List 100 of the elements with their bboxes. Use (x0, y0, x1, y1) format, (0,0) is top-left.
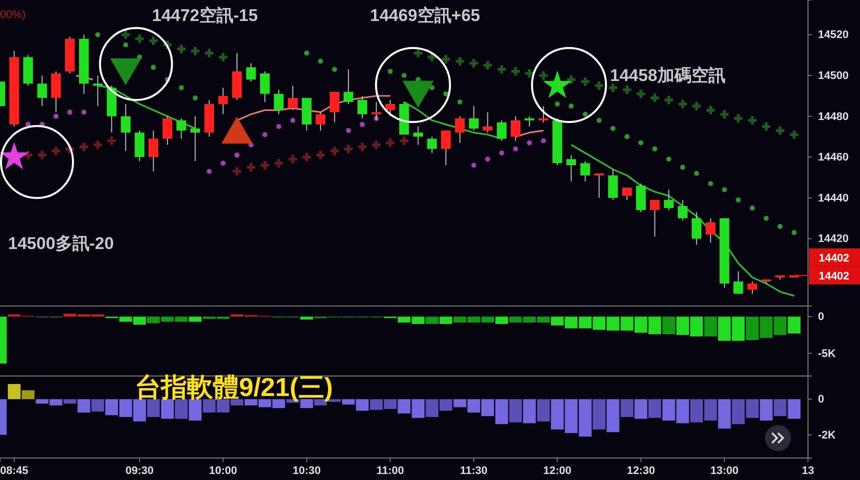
bar (718, 399, 731, 429)
point (358, 142, 367, 152)
point (121, 30, 130, 39)
point (302, 152, 311, 162)
candlestick (162, 116, 172, 146)
point (582, 112, 588, 117)
annotation: 14500多訊-20 (8, 234, 114, 253)
point (344, 144, 353, 154)
annotation: 14472空訊-15 (152, 6, 258, 25)
y-tick-label: -2K (818, 429, 836, 442)
y-tick-label: 14460 (818, 152, 849, 164)
y-tick-label: 0 (818, 394, 824, 406)
candlestick (288, 85, 298, 111)
x-tick-label: 08:45 (0, 464, 28, 477)
bar (174, 399, 188, 419)
point (499, 150, 504, 156)
point (736, 197, 741, 202)
candlestick (566, 154, 576, 182)
point (566, 75, 576, 84)
point (149, 36, 158, 46)
point (414, 48, 422, 58)
point (456, 56, 464, 66)
point (316, 150, 325, 160)
point (776, 126, 784, 135)
bar (91, 399, 104, 412)
point (790, 130, 798, 139)
point (778, 224, 783, 229)
point (485, 156, 490, 162)
candlestick (190, 116, 200, 162)
point (402, 72, 407, 78)
point (720, 110, 729, 118)
point (622, 86, 632, 94)
candlestick (650, 199, 660, 238)
point (52, 146, 60, 156)
annotation: 00%) (0, 9, 26, 21)
point (650, 94, 659, 102)
point (694, 170, 700, 176)
point (80, 142, 88, 152)
point (346, 128, 351, 134)
point (610, 126, 616, 132)
x-tick-label: 12:00 (543, 464, 572, 477)
point (442, 54, 450, 64)
point (372, 140, 381, 150)
candlestick (747, 281, 758, 294)
y-tick-label: 0 (818, 311, 824, 324)
annotation: 14458加碼空訊 (610, 66, 726, 85)
bar (788, 399, 801, 419)
point (525, 69, 534, 78)
point (135, 34, 144, 44)
bar (774, 399, 786, 416)
bar (161, 399, 174, 419)
point (470, 58, 478, 68)
point (246, 163, 256, 172)
point (178, 85, 184, 90)
candlestick (678, 199, 688, 221)
y-tick-label: -5K (818, 348, 836, 360)
point (608, 83, 618, 92)
point (218, 52, 228, 62)
candlestick (357, 95, 368, 119)
annotation: 14402 (818, 270, 850, 282)
point (192, 95, 198, 100)
candlestick (427, 136, 437, 154)
candlestick (218, 87, 228, 115)
bar (509, 399, 522, 422)
point (539, 71, 548, 80)
point (513, 146, 518, 152)
y-tick-label: 14520 (818, 29, 849, 42)
candlestick (733, 270, 744, 294)
y-tick-label: 14500 (818, 70, 849, 82)
point (330, 146, 339, 156)
bar (300, 399, 314, 408)
point (204, 48, 214, 58)
point (262, 132, 268, 138)
annotation: 14402 (818, 252, 850, 264)
candlestick (413, 126, 423, 146)
point (53, 114, 59, 119)
point (24, 150, 32, 160)
point (220, 160, 226, 166)
y-tick-label: 14440 (818, 192, 849, 204)
x-tick-label: 11:30 (460, 464, 488, 477)
candlestick (260, 70, 270, 102)
point (288, 154, 298, 164)
point (497, 65, 506, 74)
y-tick-label: 14420 (818, 233, 849, 246)
point (596, 118, 602, 123)
x-tick-label: 13:00 (710, 464, 739, 477)
bar (523, 399, 536, 424)
point (722, 187, 727, 192)
point (388, 68, 393, 74)
candlestick (538, 106, 548, 123)
point (471, 162, 476, 168)
point (234, 152, 240, 158)
candlestick (274, 89, 284, 115)
point (457, 99, 462, 105)
point (95, 32, 100, 38)
bar (620, 399, 634, 417)
point (94, 140, 102, 150)
candlestick (482, 112, 492, 134)
bar (537, 399, 550, 422)
candlestick (622, 187, 632, 200)
